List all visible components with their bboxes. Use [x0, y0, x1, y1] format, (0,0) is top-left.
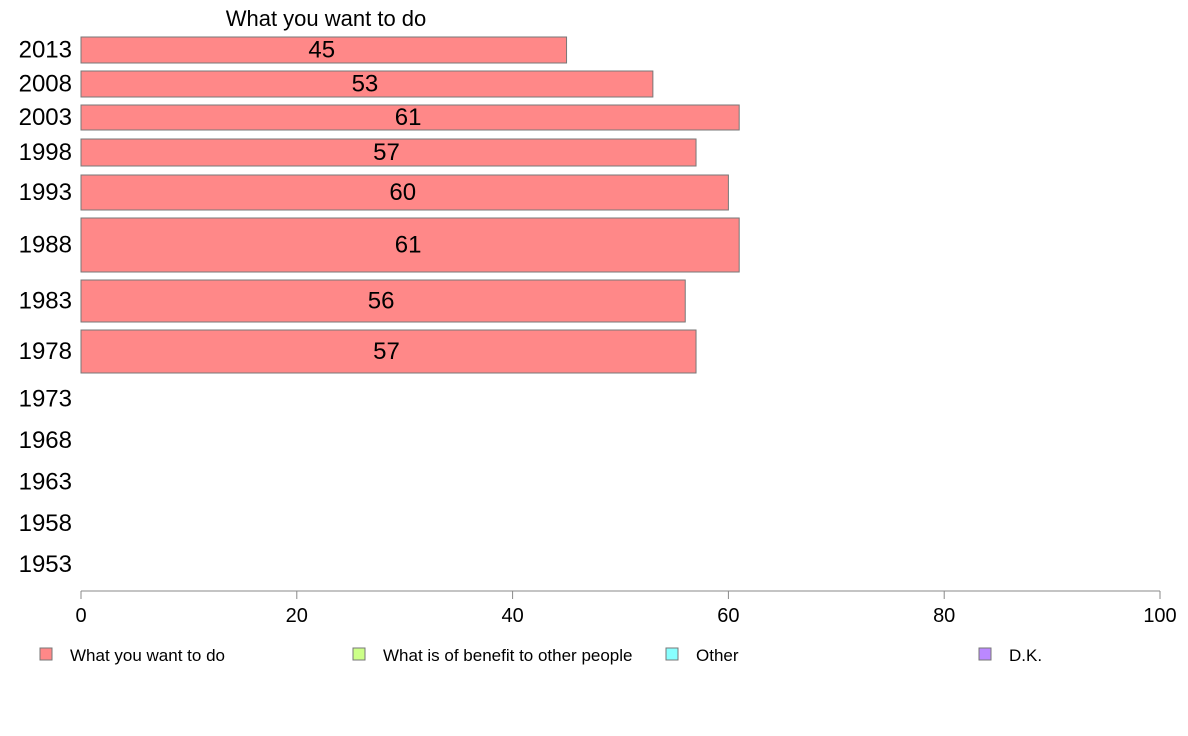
bar — [80, 104, 740, 131]
x-tick-label: 60 — [717, 605, 739, 627]
bar — [80, 217, 740, 273]
bar — [80, 174, 729, 211]
bar-value-label: 57 — [373, 139, 400, 166]
legend-label: What you want to do — [70, 646, 225, 665]
category-label: 1968 — [19, 427, 72, 454]
bar-value-label: 45 — [308, 37, 335, 64]
series-title: What you want to do — [226, 6, 427, 31]
legend-label: Other — [696, 646, 739, 665]
legend: What you want to do What is of benefit to… — [39, 646, 1042, 665]
category-label: 1998 — [19, 139, 72, 166]
x-tick-label: 0 — [75, 605, 86, 627]
legend-swatch — [352, 647, 366, 661]
bar — [80, 138, 697, 167]
category-label: 1958 — [19, 510, 72, 537]
category-label: 1988 — [19, 232, 72, 259]
category-label: 2003 — [19, 104, 72, 131]
bar-value-label: 53 — [352, 71, 379, 98]
bars-group: 45 53 61 57 60 61 56 57 — [80, 36, 740, 374]
x-tick-label: 40 — [501, 605, 523, 627]
bar — [80, 279, 686, 323]
row-labels-group: 2013 2008 2003 1998 1993 1988 1983 1978 1973 1968… — [19, 37, 72, 579]
bar — [80, 70, 654, 98]
legend-swatch — [39, 647, 53, 661]
category-label: 2008 — [19, 71, 72, 98]
x-tick-label: 20 — [286, 605, 308, 627]
bar — [80, 329, 697, 374]
category-label: 1993 — [19, 179, 72, 206]
legend-swatch — [665, 647, 679, 661]
category-label: 1973 — [19, 386, 72, 413]
x-axis: 0 20 40 60 80 100 — [75, 590, 1177, 627]
category-label: 1978 — [19, 338, 72, 365]
category-label: 1983 — [19, 288, 72, 315]
bar-value-label: 56 — [368, 288, 395, 315]
legend-swatch — [978, 647, 992, 661]
bar-value-label: 61 — [395, 232, 422, 259]
bar-value-label: 61 — [395, 104, 422, 131]
category-label: 1953 — [19, 551, 72, 578]
bar — [80, 36, 568, 64]
legend-label: D.K. — [1009, 646, 1042, 665]
bar-value-label: 60 — [389, 179, 416, 206]
category-label: 1963 — [19, 469, 72, 496]
x-tick-label: 100 — [1143, 605, 1176, 627]
bar-value-label: 57 — [373, 338, 400, 365]
category-label: 2013 — [19, 37, 72, 64]
x-tick-label: 80 — [933, 605, 955, 627]
legend-label: What is of benefit to other people — [383, 646, 633, 665]
